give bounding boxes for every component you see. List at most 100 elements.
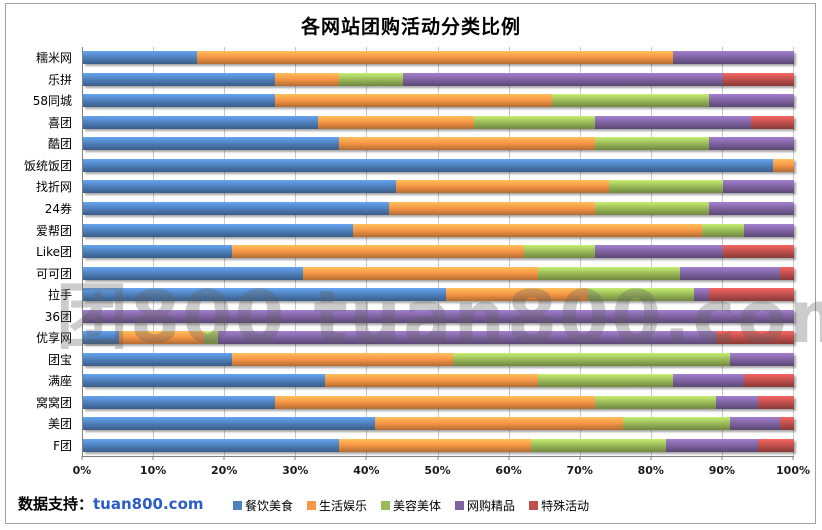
y-axis-label: 酷团 (47, 137, 72, 152)
bar-segment (83, 438, 339, 452)
bar-row (83, 176, 794, 198)
legend-item: 餐饮美食 (233, 497, 293, 514)
bar-row (83, 198, 794, 220)
y-axis-label: F团 (53, 438, 72, 453)
stacked-bar (83, 331, 794, 345)
y-axis-label: 饭统饭团 (23, 158, 72, 173)
x-axis-tickmark (223, 456, 225, 460)
x-axis-tickmark (81, 456, 83, 460)
x-axis-tick-label: 100% (776, 464, 810, 477)
bar-segment (274, 72, 339, 86)
bar-segment (83, 94, 275, 108)
stacked-bar (83, 288, 794, 302)
bar-segment (751, 115, 794, 129)
bar-row (83, 155, 794, 177)
y-axis-label: 可可团 (35, 266, 72, 281)
stacked-bar (83, 72, 794, 86)
bar-segment (324, 374, 539, 388)
bar-segment (83, 72, 275, 86)
bar-row (83, 327, 794, 349)
plot-area (82, 47, 794, 457)
legend-label: 网购精品 (467, 499, 516, 513)
bar-row (83, 241, 794, 263)
bar-segment (523, 245, 595, 259)
bar-segment (708, 94, 794, 108)
y-axis-label: 喜团 (47, 115, 72, 130)
bar-segment (402, 72, 723, 86)
legend-item: 特殊活动 (529, 497, 589, 514)
y-axis-label: 拉手 (47, 288, 72, 303)
bar-segment (452, 352, 730, 366)
x-axis: 0% 10% 20% 30% 40% 50% 60% 70% 80% 90% 100% (73, 456, 810, 482)
y-axis-label: 爱帮团 (35, 223, 72, 238)
bar-segment (772, 158, 794, 172)
bar-segment (729, 352, 794, 366)
bar-segment (594, 395, 716, 409)
bar-segment (317, 115, 475, 129)
x-axis-tick-label: 50% (424, 464, 451, 477)
stacked-bar (83, 94, 794, 108)
y-axis-label: 美团 (47, 417, 72, 432)
legend-swatch (529, 501, 539, 510)
legend-label: 生活娱乐 (319, 499, 368, 513)
y-axis-label: 找折网 (35, 180, 72, 195)
footer-credit-link[interactable]: tuan800.com (93, 495, 204, 513)
bar-segment (594, 245, 723, 259)
stacked-bar (83, 352, 794, 366)
stacked-bar (83, 266, 794, 280)
legend-label: 美容美体 (393, 499, 442, 513)
bar-row (83, 47, 794, 69)
bar-segment (722, 180, 794, 194)
bar-row (83, 284, 794, 306)
stacked-bar (83, 158, 794, 172)
bar-segment (83, 266, 304, 280)
y-axis-label: 优享网 (35, 331, 72, 346)
y-axis-label: 糯米网 (35, 51, 72, 66)
legend-swatch (233, 501, 242, 510)
bar-segment (779, 266, 794, 280)
legend-label: 特殊活动 (541, 499, 590, 513)
y-axis-label: 团宝 (47, 352, 72, 367)
stacked-bar (83, 201, 794, 215)
bar-segment (758, 395, 794, 409)
bar-segment (722, 245, 794, 259)
bar-segment (680, 266, 780, 280)
bar-row (83, 112, 794, 134)
bar-segment (666, 438, 759, 452)
bar-segment (673, 374, 745, 388)
x-axis-tickmark (650, 456, 652, 460)
bar-row (83, 435, 794, 457)
bar-segment (353, 223, 702, 237)
bar-row (83, 370, 794, 392)
bar-segment (388, 201, 595, 215)
bar-segment (83, 180, 396, 194)
x-axis-tickmark (508, 456, 510, 460)
bar-segment (708, 288, 794, 302)
bar-segment (374, 417, 624, 431)
bar-segment (609, 180, 723, 194)
bar-segment (722, 72, 794, 86)
bar-segment (715, 331, 794, 345)
bar-segment (744, 374, 794, 388)
bar-segment (303, 266, 539, 280)
legend-item: 网购精品 (455, 497, 515, 514)
bar-row (83, 90, 794, 112)
x-axis-tickmark (294, 456, 296, 460)
bar-row (83, 392, 794, 414)
bar-segment (694, 288, 709, 302)
stacked-bar (83, 417, 794, 431)
legend-swatch (307, 501, 317, 510)
y-axis-label: 窝窝团 (35, 395, 72, 410)
y-axis-label: Like团 (36, 245, 72, 260)
bar-segment (83, 158, 773, 172)
y-axis-labels: 糯米网 乐拼 58同城 喜团 酷团 饭统饭团 找折网 24券 爱帮团 Like团 可可团 拉手 36团优… (6, 47, 78, 456)
bar-segment (203, 331, 219, 345)
bar-segment (83, 331, 119, 345)
bar-segment (623, 417, 730, 431)
bar-segment (530, 438, 666, 452)
bar-segment (552, 94, 709, 108)
x-axis-tick-label: 0% (72, 464, 92, 477)
bar-segment (83, 201, 389, 215)
stacked-bar (83, 223, 794, 237)
bar-segment (594, 137, 709, 151)
